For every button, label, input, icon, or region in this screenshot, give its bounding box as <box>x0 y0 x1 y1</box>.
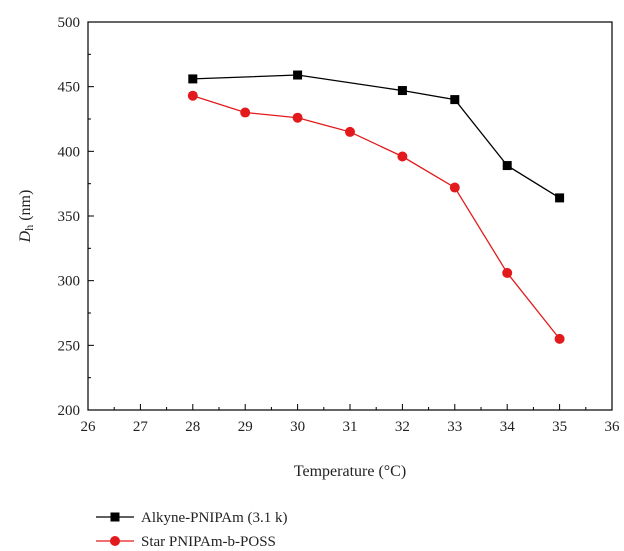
legend: Alkyne-PNIPAm (3.1 k) Star PNIPAm-b-POSS <box>96 510 288 550</box>
y-tick-label: 350 <box>58 209 81 225</box>
x-tick-label: 33 <box>447 419 462 435</box>
x-axis-title: Temperature (°C) <box>294 463 406 480</box>
x-tick-label: 35 <box>552 419 567 435</box>
legend-label: Star PNIPAm-b-POSS <box>141 534 276 550</box>
legend-marker <box>110 536 120 546</box>
x-tick-label: 26 <box>81 419 97 435</box>
plot-frame <box>87 21 613 411</box>
y-tick-label: 300 <box>58 274 81 290</box>
x-tick-label: 36 <box>605 419 621 435</box>
data-point <box>292 112 303 123</box>
x-tick-label: 32 <box>395 419 410 435</box>
x-tick-label: 28 <box>185 419 200 435</box>
plot-axes: 26 27 28 29 30 31 32 33 34 35 36 200 250 300 350 400 450… <box>58 15 621 435</box>
data-point <box>345 126 355 137</box>
data-point <box>449 182 460 193</box>
y-tick-label: 400 <box>58 144 81 160</box>
data-point <box>397 151 408 162</box>
series-line <box>192 74 560 199</box>
data-point <box>293 70 303 80</box>
y-tick-label: 450 <box>58 80 81 96</box>
data-point <box>554 333 565 344</box>
legend-marker <box>110 512 120 522</box>
data-point <box>502 161 512 171</box>
data-point <box>450 95 460 105</box>
y-axis-title-unit: (nm) <box>17 190 34 225</box>
series-2 <box>187 90 565 344</box>
series-line <box>192 95 561 340</box>
y-tick-label: 500 <box>58 15 81 31</box>
data-point <box>502 267 513 278</box>
data-point <box>397 86 407 96</box>
legend-label: Alkyne-PNIPAm (3.1 k) <box>141 510 288 526</box>
data-point <box>555 193 565 203</box>
data-point <box>187 90 198 101</box>
y-tick-label: 250 <box>58 338 81 354</box>
x-tick-label: 27 <box>133 419 149 435</box>
x-tick-label: 34 <box>500 419 516 435</box>
y-axis-title-subscript: h <box>22 225 36 231</box>
series-1 <box>188 70 565 203</box>
x-tick-label: 30 <box>290 419 305 435</box>
data-point <box>240 107 251 118</box>
x-tick-label: 31 <box>343 419 358 435</box>
y-tick-label: 200 <box>58 403 81 419</box>
data-point <box>188 74 198 84</box>
y-axis-title: Dh (nm) <box>17 190 36 244</box>
y-axis-title-symbol: D <box>17 230 34 243</box>
series-layer <box>187 70 565 344</box>
x-tick-label: 29 <box>238 419 253 435</box>
